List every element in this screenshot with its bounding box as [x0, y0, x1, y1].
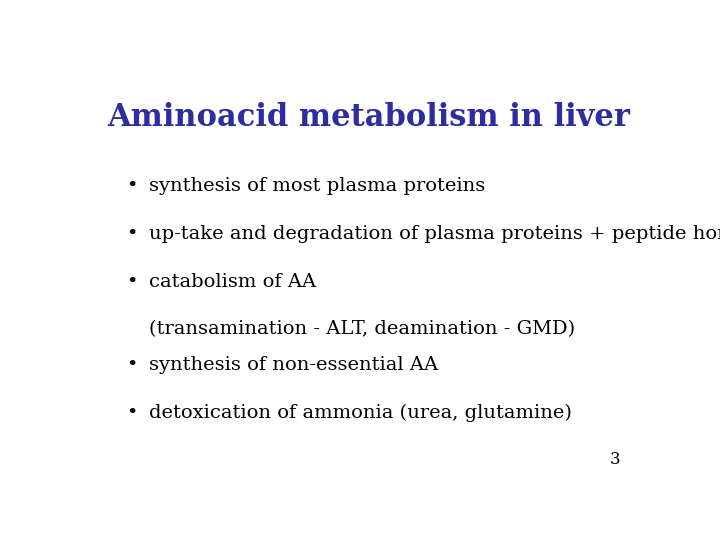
Text: •: •: [126, 356, 138, 374]
Text: (transamination - ALT, deamination - GMD): (transamination - ALT, deamination - GMD…: [148, 321, 575, 339]
Text: •: •: [126, 273, 138, 291]
Text: detoxication of ammonia (urea, glutamine): detoxication of ammonia (urea, glutamine…: [148, 404, 572, 422]
Text: catabolism of AA: catabolism of AA: [148, 273, 315, 291]
Text: up-take and degradation of plasma proteins + peptide hormons: up-take and degradation of plasma protei…: [148, 225, 720, 243]
Text: synthesis of most plasma proteins: synthesis of most plasma proteins: [148, 177, 485, 195]
Text: 3: 3: [609, 451, 620, 468]
Text: Aminoacid metabolism in liver: Aminoacid metabolism in liver: [107, 102, 631, 133]
Text: •: •: [126, 225, 138, 243]
Text: synthesis of non-essential AA: synthesis of non-essential AA: [148, 356, 438, 374]
Text: •: •: [126, 404, 138, 422]
Text: •: •: [126, 177, 138, 195]
